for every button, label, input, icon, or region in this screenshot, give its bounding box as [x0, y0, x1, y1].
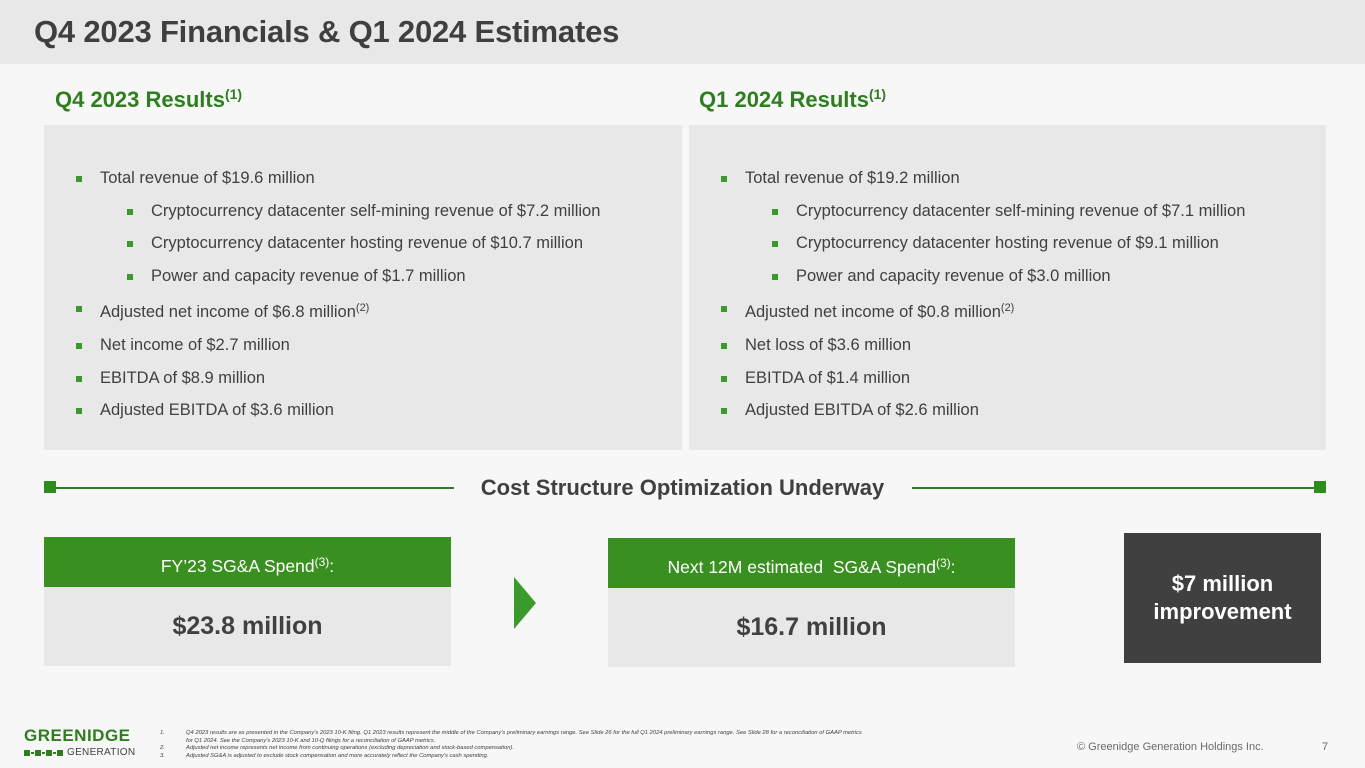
- page-number: 7: [1322, 741, 1329, 753]
- page-title: Q4 2023 Financials & Q1 2024 Estimates: [34, 14, 620, 49]
- result-item-text: Net income of $2.7 million: [100, 335, 290, 354]
- footnote-text: Adjusted net income represents net incom…: [186, 745, 515, 752]
- greenidge-logo: GREENIDGE GENERATION: [24, 726, 135, 758]
- q4-results-heading-note: (1): [224, 86, 243, 102]
- next12m-spend-label-text: Next 12M estimated SG&A Spend: [667, 557, 936, 577]
- q4-result-item: Adjusted EBITDA of $3.6 million: [44, 394, 682, 427]
- result-item-text: Adjusted net income of $0.8 million: [745, 303, 1001, 322]
- footnote-number: 3.: [160, 752, 165, 759]
- logo-wordmark-bottom-row: GENERATION: [24, 747, 135, 758]
- next12m-spend-box: Next 12M estimated SG&A Spend(3): $16.7 …: [608, 538, 1015, 667]
- next12m-spend-label: Next 12M estimated SG&A Spend(3):: [608, 538, 1015, 588]
- fy23-spend-label: FY’23 SG&A Spend(3):: [44, 537, 451, 587]
- q1-results-heading-text: Q1 2024 Results: [699, 87, 869, 112]
- result-item-note: (2): [1000, 302, 1015, 315]
- result-item-text: Total revenue of $19.6 million: [100, 169, 315, 187]
- result-item-text: Net loss of $3.6 million: [745, 335, 911, 354]
- q4-results-heading: Q4 2023 Results(1): [55, 86, 242, 113]
- divider-right-square: [1314, 481, 1326, 493]
- next12m-spend-suffix: :: [950, 557, 956, 577]
- q1-result-item: EBITDA of $1.4 million: [689, 362, 1326, 395]
- footnote-number: 2.: [160, 745, 165, 752]
- footnote-text: Q4 2023 results are as presented in the …: [186, 730, 862, 744]
- result-item-text: Power and capacity revenue of $3.0 milli…: [796, 266, 1111, 285]
- result-item-text: Cryptocurrency datacenter self-mining re…: [151, 201, 601, 220]
- divider-left-square: [44, 481, 56, 493]
- q4-result-item: Cryptocurrency datacenter self-mining re…: [44, 195, 682, 228]
- fy23-spend-label-text: FY’23 SG&A Spend: [160, 556, 315, 576]
- q1-results-heading-note: (1): [868, 86, 887, 102]
- result-item-text: EBITDA of $8.9 million: [100, 368, 266, 387]
- footnote: 3. Adjusted SG&A is adjusted to exclude s…: [160, 752, 866, 761]
- fy23-spend-suffix: :: [329, 556, 335, 576]
- q1-result-item: Cryptocurrency datacenter self-mining re…: [689, 195, 1326, 228]
- result-item-text: Cryptocurrency datacenter self-mining re…: [796, 201, 1246, 220]
- result-item-text: Power and capacity revenue of $1.7 milli…: [151, 266, 466, 285]
- footnote-text: Adjusted SG&A is adjusted to exclude sto…: [186, 752, 489, 759]
- footnote-number: 1.: [160, 730, 165, 736]
- q4-results-list: Total revenue of $19.6 million Cryptocurr…: [44, 162, 682, 427]
- divider-left-line: [54, 487, 454, 489]
- fy23-spend-value: $23.8 million: [172, 612, 323, 640]
- q4-result-item: Net income of $2.7 million: [44, 329, 682, 362]
- result-item-text: Adjusted EBITDA of $3.6 million: [100, 401, 334, 420]
- q4-result-item: EBITDA of $8.9 million: [44, 362, 682, 395]
- result-item-text: Cryptocurrency datacenter hosting revenu…: [151, 234, 583, 253]
- q1-result-item: Power and capacity revenue of $3.0 milli…: [689, 260, 1326, 293]
- q1-result-item: Net loss of $3.6 million: [689, 329, 1326, 362]
- q4-result-item: Cryptocurrency datacenter hosting revenu…: [44, 227, 682, 260]
- fy23-spend-box: FY’23 SG&A Spend(3): $23.8 million: [44, 537, 451, 666]
- next12m-spend-note: (3): [935, 556, 951, 570]
- q1-result-item: Adjusted EBITDA of $2.6 million: [689, 394, 1326, 427]
- q1-results-list: Total revenue of $19.2 million Cryptocurr…: [689, 162, 1326, 427]
- logo-wordmark-bottom: GENERATION: [67, 747, 136, 758]
- next12m-spend-value: $16.7 million: [736, 613, 887, 641]
- result-item-text: Adjusted net income of $6.8 million: [100, 303, 356, 322]
- improvement-box: $7 million improvement: [1124, 533, 1321, 663]
- footnote: 2. Adjusted net income represents net inc…: [160, 745, 866, 753]
- logo-wordmark-top: GREENIDGE: [24, 726, 131, 745]
- footnote: 1. Q4 2023 results are as presented in th…: [160, 730, 866, 745]
- q4-result-item: Adjusted net income of $6.8 million(2): [44, 292, 682, 329]
- result-item-note: (2): [355, 302, 370, 315]
- cost-structure-heading: Cost Structure Optimization Underway: [480, 475, 885, 500]
- result-item-text: Adjusted EBITDA of $2.6 million: [745, 401, 979, 420]
- q4-results-heading-text: Q4 2023 Results: [55, 87, 225, 112]
- footnotes: 1. Q4 2023 results are as presented in th…: [160, 730, 866, 761]
- q4-result-item: Power and capacity revenue of $1.7 milli…: [44, 260, 682, 293]
- q1-result-item: Cryptocurrency datacenter hosting revenu…: [689, 227, 1326, 260]
- divider-right-line: [912, 487, 1316, 489]
- copyright: © Greenidge Generation Holdings Inc.: [1077, 741, 1264, 753]
- result-item-text: EBITDA of $1.4 million: [745, 368, 911, 387]
- improvement-text: $7 million improvement: [1153, 571, 1292, 624]
- title-bar: Q4 2023 Financials & Q1 2024 Estimates: [0, 0, 1365, 64]
- q1-result-item: Total revenue of $19.2 million: [689, 162, 1326, 195]
- result-item-text: Cryptocurrency datacenter hosting revenu…: [796, 234, 1219, 253]
- fy23-spend-note: (3): [314, 555, 330, 569]
- q1-results-panel: Total revenue of $19.2 million Cryptocurr…: [689, 125, 1326, 450]
- result-item-text: Total revenue of $19.2 million: [745, 169, 960, 187]
- q1-results-heading: Q1 2024 Results(1): [699, 86, 886, 113]
- q4-result-item: Total revenue of $19.6 million: [44, 162, 682, 195]
- logo-blocks-icon: [24, 749, 64, 756]
- arrow-right-icon: [514, 577, 536, 629]
- q1-result-item: Adjusted net income of $0.8 million(2): [689, 292, 1326, 329]
- q4-results-panel: Total revenue of $19.6 million Cryptocurr…: [44, 125, 682, 450]
